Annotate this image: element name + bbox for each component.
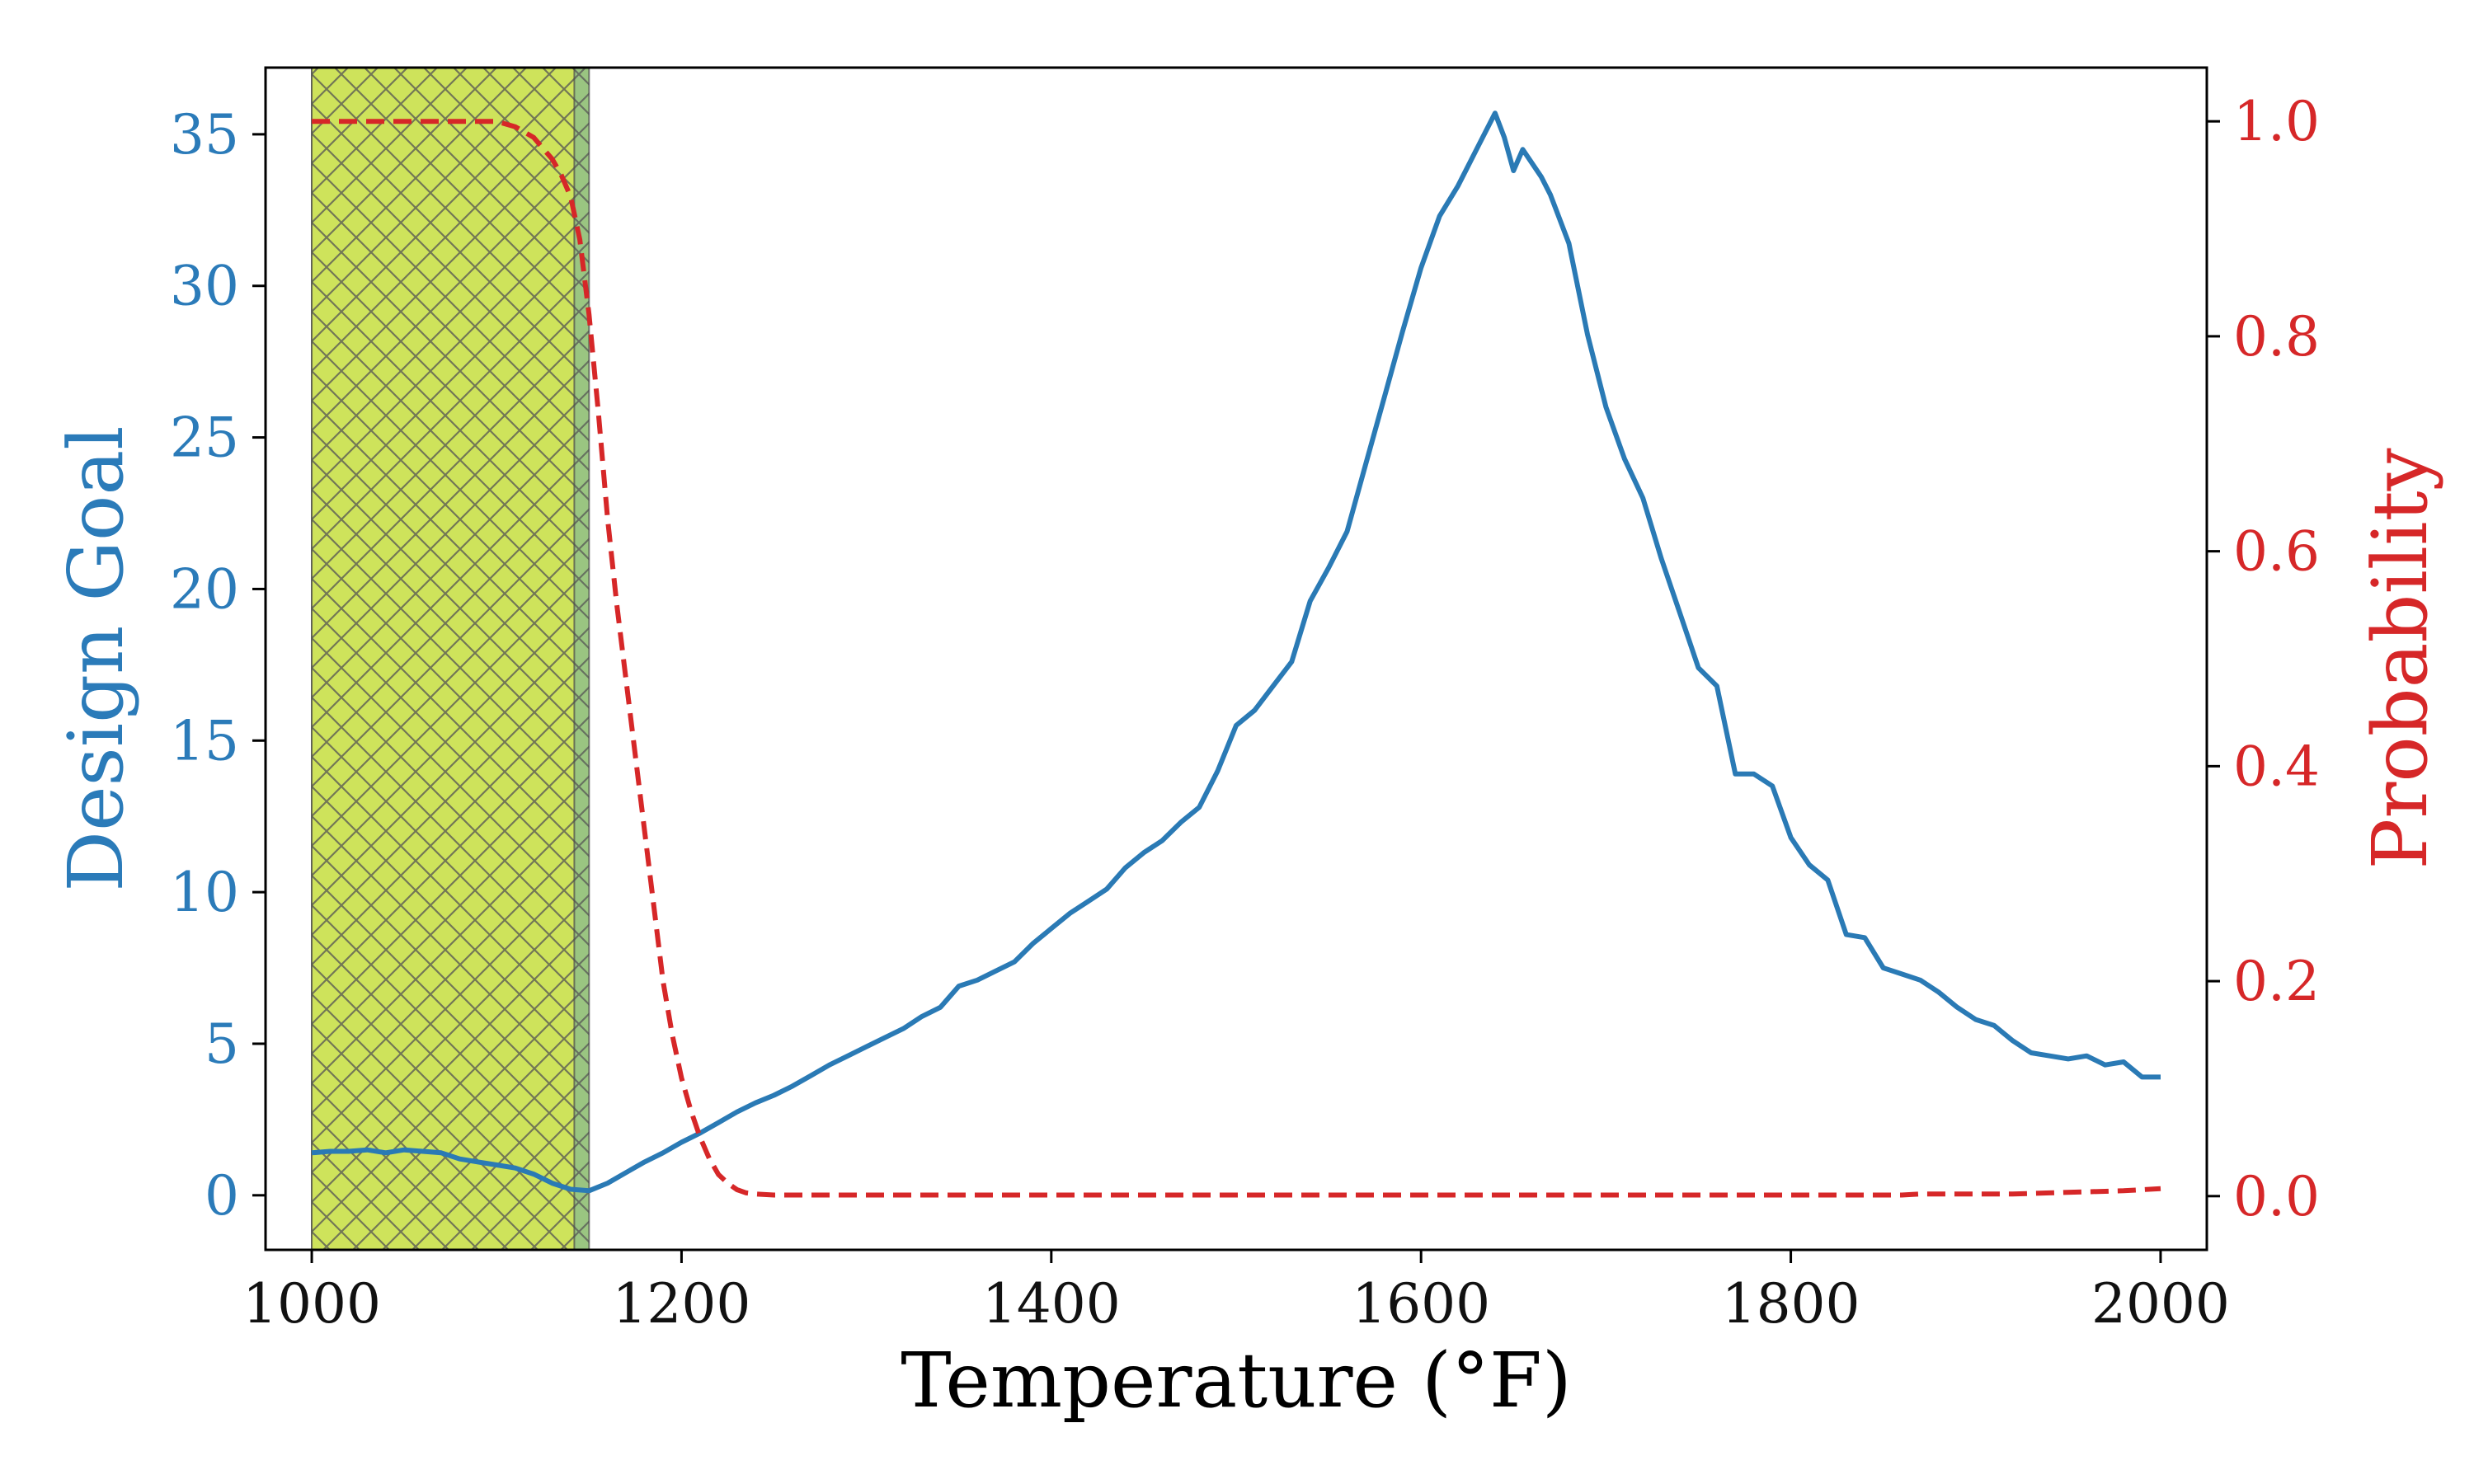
x-tick-label: 1800 [1722,1272,1860,1336]
x-tick-label: 2000 [2091,1272,2230,1336]
y-right-tick-label: 0.2 [2233,950,2320,1013]
y-left-tick-label: 25 [170,406,239,470]
plot-frame [264,66,2208,1252]
y-right-tick-label: 0.4 [2233,735,2320,798]
shaded-regions [311,68,590,1250]
y-left-tick-label: 0 [205,1164,239,1228]
x-axis-label: Temperature (°F) [901,1336,1572,1425]
y-left-tick-label: 35 [170,103,239,167]
y-right-tick-label: 0.0 [2233,1165,2320,1228]
series-line-design-goal [311,110,2161,1194]
y-left-tick-label: 5 [205,1012,239,1076]
y-axis-left-label: Design Goal [52,425,140,891]
y-left-tick-label: 10 [170,861,239,924]
x-tick-label: 1000 [242,1272,381,1336]
y-left-tick-label: 15 [170,709,239,773]
y-right-tick-label: 1.0 [2233,90,2320,153]
x-tick-label: 1200 [612,1272,750,1336]
y-right-tick-label: 0.6 [2233,520,2320,584]
y-left-tick-label: 30 [170,255,239,318]
y-axis-right-label: Probability [2356,448,2444,869]
x-tick-label: 1400 [982,1272,1121,1336]
x-tick-label: 1600 [1352,1272,1490,1336]
series-line-probability [312,119,2161,1198]
y-right-tick-label: 0.8 [2233,305,2320,369]
axis-ticks: 1000 1200 1400 1600 1800 2000 0 5 10 15 20 25 30 35 0.… [170,90,2320,1336]
series-lines [311,110,2161,1198]
optimal-region-hatch [312,68,575,1250]
y-left-tick-label: 20 [170,557,239,621]
